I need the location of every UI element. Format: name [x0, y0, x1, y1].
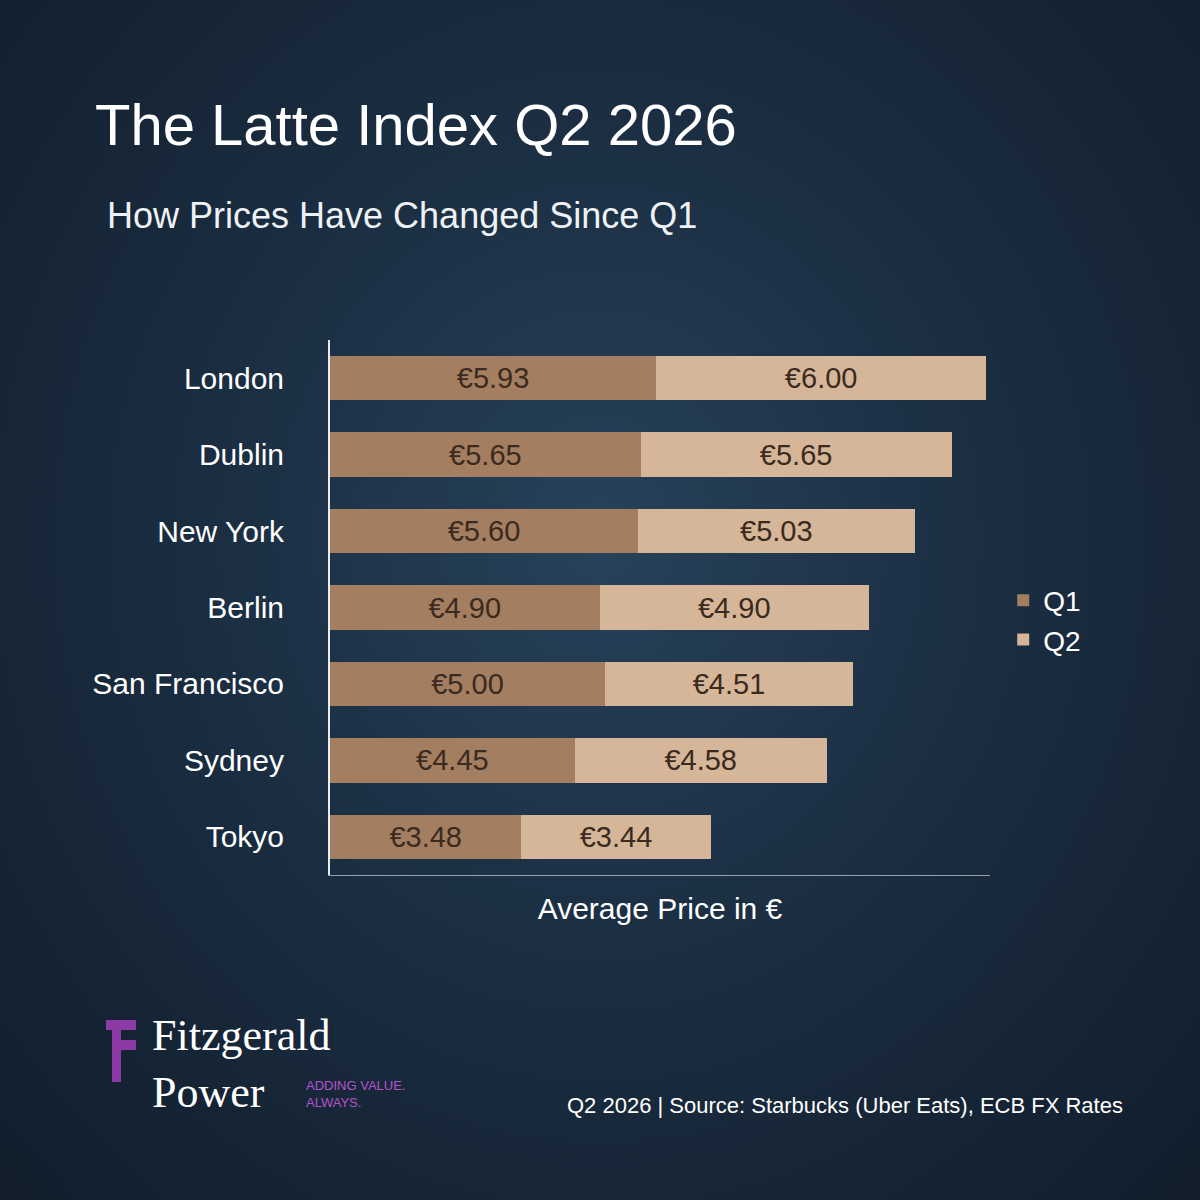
svg-text:FitzgeraldPower: FitzgeraldPower — [152, 1011, 330, 1117]
svg-text:€6.00: €6.00 — [785, 362, 858, 394]
svg-text:€4.90: €4.90 — [428, 592, 501, 624]
svg-text:Sydney: Sydney — [184, 744, 284, 777]
svg-text:€5.60: €5.60 — [448, 515, 521, 547]
svg-text:San Francisco: San Francisco — [92, 667, 284, 700]
svg-text:How Prices Have Changed Since: How Prices Have Changed Since Q1 — [107, 195, 697, 236]
svg-text:Berlin: Berlin — [207, 591, 284, 624]
svg-text:Q1: Q1 — [1043, 586, 1080, 617]
svg-text:Tokyo: Tokyo — [206, 820, 284, 853]
svg-text:€3.44: €3.44 — [580, 821, 653, 853]
svg-text:Q2 2026 | Source: Starbucks (U: Q2 2026 | Source: Starbucks (Uber Eats),… — [567, 1093, 1123, 1118]
svg-text:€5.65: €5.65 — [760, 439, 833, 471]
svg-text:€5.93: €5.93 — [457, 362, 530, 394]
svg-text:€4.58: €4.58 — [664, 744, 737, 776]
svg-text:Average Price in €: Average Price in € — [538, 892, 783, 925]
svg-text:Q2: Q2 — [1043, 626, 1080, 657]
svg-text:London: London — [184, 362, 284, 395]
svg-text:ADDING VALUE.ALWAYS.: ADDING VALUE.ALWAYS. — [306, 1078, 405, 1110]
svg-text:The Latte Index Q2 2026: The Latte Index Q2 2026 — [95, 92, 737, 157]
svg-text:€4.90: €4.90 — [698, 592, 771, 624]
svg-text:€5.00: €5.00 — [431, 668, 504, 700]
svg-text:€4.45: €4.45 — [416, 744, 489, 776]
svg-text:€5.03: €5.03 — [740, 515, 813, 547]
svg-text:€5.65: €5.65 — [449, 439, 522, 471]
svg-text:€3.48: €3.48 — [389, 821, 462, 853]
svg-text:New York: New York — [157, 515, 285, 548]
svg-text:Dublin: Dublin — [199, 438, 284, 471]
svg-text:€4.51: €4.51 — [693, 668, 766, 700]
